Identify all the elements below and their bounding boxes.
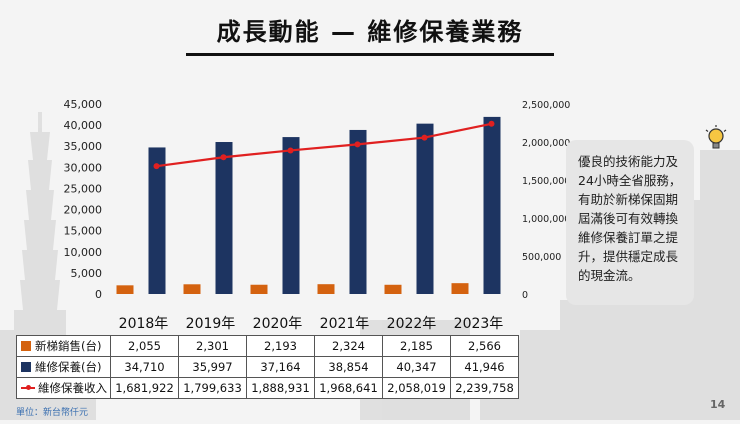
y-left-tick-label: 25,000 <box>64 182 103 195</box>
y-left-tick-label: 15,000 <box>64 225 103 238</box>
bar-new-elevator-sales <box>384 284 402 294</box>
bar-maintenance-units <box>148 147 166 294</box>
y-left-tick-label: 20,000 <box>64 204 103 217</box>
bar-maintenance-units <box>483 116 501 294</box>
y-left-tick-label: 30,000 <box>64 161 103 174</box>
table-cell: 1,681,922 <box>110 377 179 399</box>
table-row: 維修保養(台) 34,710 35,997 37,164 38,854 40,347 41,… <box>16 356 519 378</box>
y-left-tick-label: 45,000 <box>64 98 103 111</box>
row-header: 維修保養(台) <box>16 356 111 378</box>
table-cell: 35,997 <box>178 356 247 378</box>
bar-new-elevator-sales <box>451 283 469 294</box>
table-row: 新梯銷售(台) 2,055 2,301 2,193 2,324 2,185 2,566 <box>16 335 519 357</box>
point-maintenance-revenue <box>287 147 294 154</box>
table-cell: 1,799,633 <box>178 377 247 399</box>
bar-maintenance-units <box>416 123 434 294</box>
y-right-tick-label: 2,000,000 <box>522 138 570 149</box>
y-right-tick-label: 1,000,000 <box>522 214 570 225</box>
title-underline <box>186 53 554 56</box>
x-tick-label: 2020年 <box>253 316 303 332</box>
note-text: 優良的技術能力及24小時全省服務，有助於新梯保固期屆滿後可有效轉換維修保養訂單之… <box>578 154 682 283</box>
data-table: 新梯銷售(台) 2,055 2,301 2,193 2,324 2,185 2,566 維修保… <box>16 335 519 399</box>
bar-maintenance-units <box>282 137 300 294</box>
table-cell: 38,854 <box>314 356 383 378</box>
y-left-tick-label: 10,000 <box>64 246 103 259</box>
table-cell: 1,968,641 <box>314 377 383 399</box>
row-header: 維修保養收入 <box>16 377 111 399</box>
row-label: 維修保養收入 <box>38 381 107 395</box>
y-right-tick-label: 1,500,000 <box>522 176 570 187</box>
x-tick-label: 2019年 <box>186 316 236 332</box>
point-maintenance-revenue <box>421 134 428 141</box>
y-right-tick-label: 2,500,000 <box>522 100 570 111</box>
legend-swatch <box>21 362 31 372</box>
bar-maintenance-units <box>349 129 367 294</box>
bar-new-elevator-sales <box>116 285 134 294</box>
legend-line-marker <box>21 383 35 393</box>
table-cell: 34,710 <box>110 356 179 378</box>
y-left-tick-label: 5,000 <box>71 267 103 280</box>
table-cell: 2,566 <box>450 335 519 357</box>
row-header: 新梯銷售(台) <box>16 335 111 357</box>
table-row: 維修保養收入 1,681,922 1,799,633 1,888,931 1,968,6… <box>16 377 519 399</box>
y-left-tick-label: 40,000 <box>64 119 103 132</box>
x-tick-label: 2022年 <box>387 316 437 332</box>
bar-new-elevator-sales <box>250 284 268 294</box>
line-maintenance-revenue <box>156 122 492 168</box>
point-maintenance-revenue <box>354 141 361 148</box>
bar-maintenance-units <box>215 142 233 294</box>
y-right-tick-label: 500,000 <box>522 252 561 263</box>
table-cell: 2,055 <box>110 335 179 357</box>
table-cell: 2,239,758 <box>450 377 519 399</box>
page-title: 成長動能 — 維修保養業務 <box>216 18 524 46</box>
point-maintenance-revenue <box>220 154 227 161</box>
table-cell: 2,324 <box>314 335 383 357</box>
legend-swatch <box>21 341 31 351</box>
table-cell: 41,946 <box>450 356 519 378</box>
row-label: 新梯銷售(台) <box>35 339 102 353</box>
table-cell: 2,193 <box>246 335 315 357</box>
growth-chart: 0 5,000 10,000 15,000 20,000 25,000 30,000 35,0… <box>64 98 571 332</box>
point-maintenance-revenue <box>153 163 160 170</box>
point-maintenance-revenue <box>488 120 495 127</box>
y-left-tick-label: 0 <box>95 288 102 301</box>
bar-new-elevator-sales <box>183 284 201 294</box>
note-card: 優良的技術能力及24小時全省服務，有助於新梯保固期屆滿後可有效轉換維修保養訂單之… <box>566 140 694 305</box>
row-label: 維修保養(台) <box>35 360 102 374</box>
x-tick-label: 2021年 <box>320 316 370 332</box>
unit-note: 單位：新台幣仟元 <box>16 408 89 418</box>
x-tick-label: 2023年 <box>454 316 504 332</box>
y-left-tick-label: 35,000 <box>64 140 103 153</box>
table-cell: 2,301 <box>178 335 247 357</box>
lightbulb-icon <box>705 125 727 149</box>
table-cell: 1,888,931 <box>246 377 315 399</box>
table-cell: 2,185 <box>382 335 451 357</box>
table-cell: 2,058,019 <box>382 377 451 399</box>
table-cell: 37,164 <box>246 356 315 378</box>
page-number: 14 <box>710 398 726 411</box>
table-cell: 40,347 <box>382 356 451 378</box>
y-right-tick-label: 0 <box>522 290 528 301</box>
x-tick-label: 2018年 <box>119 316 169 332</box>
bar-new-elevator-sales <box>317 284 335 294</box>
